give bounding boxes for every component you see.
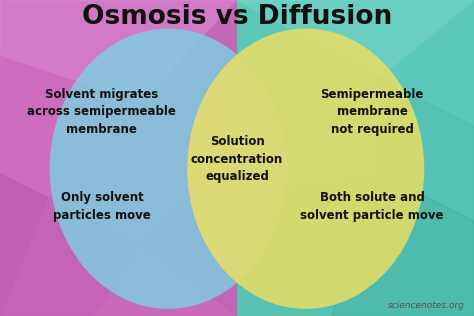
Polygon shape	[379, 78, 474, 221]
Polygon shape	[95, 245, 237, 316]
Polygon shape	[332, 173, 474, 316]
Polygon shape	[237, 0, 379, 197]
Polygon shape	[379, 0, 474, 126]
Polygon shape	[0, 197, 142, 316]
Text: sciencenotes.org: sciencenotes.org	[388, 301, 465, 310]
Polygon shape	[237, 173, 379, 316]
Ellipse shape	[187, 28, 424, 309]
Text: Osmosis vs Diffusion: Osmosis vs Diffusion	[82, 3, 392, 30]
Text: Semipermeable
membrane
not required: Semipermeable membrane not required	[320, 88, 424, 136]
Polygon shape	[142, 102, 237, 245]
Bar	[237, 0, 474, 316]
Polygon shape	[0, 0, 237, 102]
Text: Solution
concentration
equalized: Solution concentration equalized	[191, 135, 283, 183]
Polygon shape	[142, 150, 237, 316]
Polygon shape	[0, 55, 142, 197]
Bar	[0, 0, 237, 316]
Text: Only solvent
particles move: Only solvent particles move	[53, 191, 151, 222]
Polygon shape	[142, 0, 237, 150]
Text: Solvent migrates
across semipermeable
membrane: Solvent migrates across semipermeable me…	[27, 88, 176, 136]
Polygon shape	[0, 173, 47, 316]
Ellipse shape	[50, 28, 287, 309]
Text: Both solute and
solvent particle move: Both solute and solvent particle move	[301, 191, 444, 222]
Polygon shape	[237, 0, 474, 78]
